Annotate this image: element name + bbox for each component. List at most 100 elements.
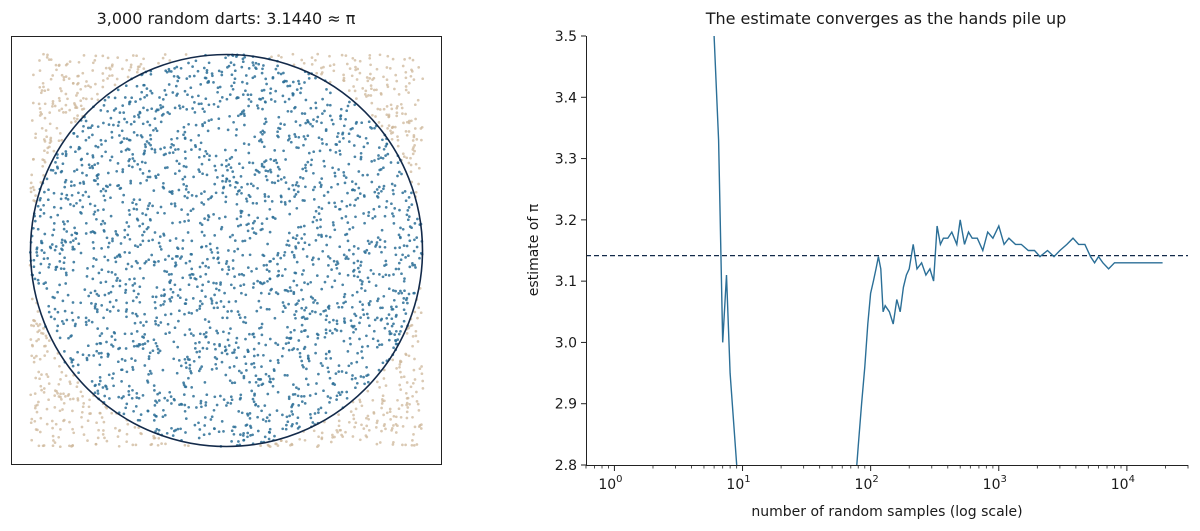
dart-point-inside <box>199 367 202 371</box>
dart-point-inside <box>375 316 379 320</box>
dart-point-inside <box>369 299 372 303</box>
dart-point-inside <box>105 308 109 312</box>
dart-point-inside <box>222 398 226 401</box>
dart-point-inside <box>351 127 354 130</box>
dart-point-inside <box>348 227 351 231</box>
dart-point-inside <box>178 296 182 300</box>
dart-point-inside <box>151 295 155 299</box>
dart-point-inside <box>245 223 249 227</box>
dart-point-outside <box>94 442 98 446</box>
dart-point-outside <box>71 81 75 85</box>
dart-point-inside <box>179 257 182 260</box>
dart-point-inside <box>132 131 136 134</box>
dart-point-outside <box>44 334 48 338</box>
dart-point-inside <box>51 295 55 299</box>
dart-point-inside <box>400 172 403 176</box>
dart-point-inside <box>72 132 75 135</box>
dart-point-inside <box>408 239 412 243</box>
dart-point-inside <box>168 239 172 242</box>
dart-point-inside <box>272 368 276 371</box>
dart-point-inside <box>222 430 225 433</box>
dart-point-inside <box>353 103 357 107</box>
dart-point-inside <box>173 202 177 205</box>
dart-point-outside <box>420 365 423 368</box>
dart-point-inside <box>243 316 247 319</box>
dart-point-inside <box>382 166 385 170</box>
dart-point-inside <box>168 151 171 155</box>
dart-point-inside <box>132 207 136 211</box>
dart-point-outside <box>337 413 340 416</box>
dart-point-inside <box>300 237 304 240</box>
dart-point-inside <box>136 245 140 249</box>
dart-point-inside <box>325 88 328 91</box>
dart-point-inside <box>66 293 70 297</box>
dart-point-inside <box>403 289 406 293</box>
dart-point-inside <box>120 140 124 144</box>
dart-point-inside <box>298 355 302 359</box>
dart-point-outside <box>414 117 417 121</box>
dart-point-inside <box>300 359 304 363</box>
dart-point-inside <box>384 144 388 148</box>
dart-point-outside <box>376 107 380 111</box>
dart-point-inside <box>55 165 59 169</box>
dart-point-inside <box>54 265 58 269</box>
dart-point-inside <box>342 339 346 343</box>
dart-point-outside <box>45 373 48 376</box>
dart-point-inside <box>225 352 229 356</box>
dart-point-inside <box>397 292 401 295</box>
dart-point-inside <box>240 191 243 195</box>
dart-point-outside <box>382 107 386 111</box>
dart-point-inside <box>92 230 96 234</box>
dart-point-inside <box>349 319 353 322</box>
dart-point-outside <box>153 436 157 440</box>
dart-point-outside <box>379 93 383 96</box>
dart-point-outside <box>36 428 39 432</box>
dart-point-inside <box>319 361 323 365</box>
dart-point-inside <box>63 222 66 226</box>
dart-point-outside <box>133 426 137 429</box>
dart-point-outside <box>80 415 83 419</box>
dart-point-inside <box>324 328 328 332</box>
dart-point-inside <box>113 256 117 260</box>
dart-point-inside <box>64 152 68 156</box>
estimate-series-line <box>713 36 1163 465</box>
dart-point-inside <box>333 279 337 283</box>
dart-point-inside <box>263 199 267 203</box>
dart-point-inside <box>244 362 248 366</box>
dart-point-inside <box>231 170 235 173</box>
dart-point-inside <box>192 334 195 337</box>
dart-point-inside <box>154 319 157 323</box>
dart-point-inside <box>294 303 298 306</box>
dart-point-outside <box>53 441 57 444</box>
dart-point-outside <box>411 381 415 385</box>
dart-point-inside <box>413 222 417 225</box>
dart-point-inside <box>125 370 129 374</box>
dart-point-outside <box>108 66 111 70</box>
dart-point-outside <box>395 106 399 110</box>
dart-point-inside <box>70 360 74 364</box>
dart-point-inside <box>302 329 306 333</box>
dart-point-inside <box>132 120 136 124</box>
dart-point-inside <box>252 354 256 358</box>
dart-point-inside <box>355 290 359 294</box>
dart-point-inside <box>269 170 273 174</box>
dart-point-outside <box>72 431 76 435</box>
dart-point-outside <box>360 423 363 427</box>
dart-point-inside <box>207 280 210 284</box>
dart-point-inside <box>393 246 397 250</box>
dart-point-inside <box>331 221 335 224</box>
dart-point-inside <box>110 343 113 347</box>
dart-point-inside <box>131 284 135 287</box>
dart-point-outside <box>39 181 43 184</box>
dart-point-outside <box>80 410 84 414</box>
dart-point-inside <box>294 246 298 250</box>
dart-point-inside <box>88 166 92 170</box>
dart-point-inside <box>52 205 56 209</box>
dart-point-outside <box>310 63 314 66</box>
dart-point-inside <box>73 226 76 230</box>
dart-point-inside <box>218 99 222 103</box>
dart-point-inside <box>249 434 252 437</box>
dart-point-inside <box>283 123 286 126</box>
dart-point-inside <box>71 318 75 322</box>
dart-point-inside <box>120 380 123 383</box>
